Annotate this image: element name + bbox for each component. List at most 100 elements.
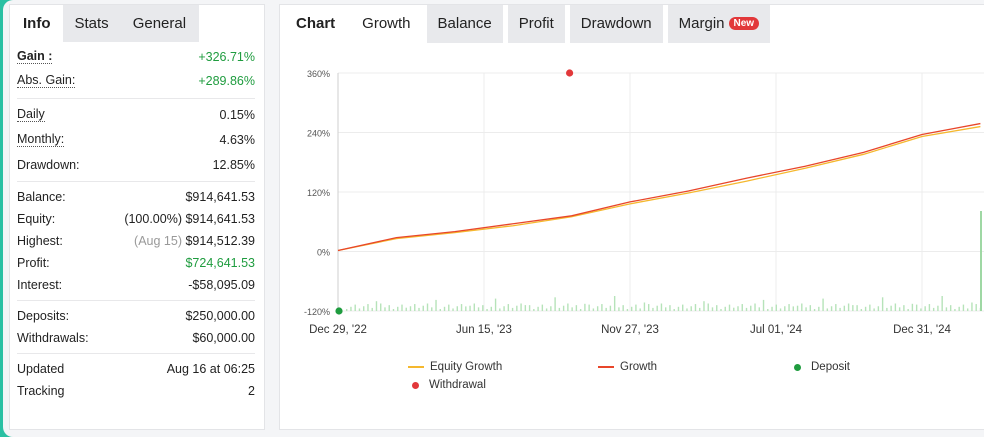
activity-bar xyxy=(456,306,458,311)
monthly-label[interactable]: Monthly: xyxy=(17,132,65,147)
activity-bar xyxy=(720,309,722,311)
abs-gain-value: +289.86% xyxy=(198,74,255,88)
tab-stats[interactable]: Stats xyxy=(62,5,121,42)
activity-bar xyxy=(562,305,565,311)
activity-bar xyxy=(877,306,880,311)
activity-bar xyxy=(503,306,505,311)
activity-bar xyxy=(941,296,943,311)
activity-bar xyxy=(835,304,837,311)
activity-bar xyxy=(792,306,794,311)
activity-bar xyxy=(669,305,671,311)
activity-bar xyxy=(682,304,684,311)
balance-value: $914,641.53 xyxy=(185,190,255,204)
interest-value: -$58,095.09 xyxy=(188,278,255,292)
tab-profit[interactable]: Profit xyxy=(507,5,565,43)
profit-label: Profit: xyxy=(17,256,50,270)
activity-bar xyxy=(477,307,480,311)
equity-row: Equity: (100.00%) $914,641.53 xyxy=(17,208,255,230)
tab-drawdown[interactable]: Drawdown xyxy=(569,5,663,43)
tab-general[interactable]: General xyxy=(120,5,200,42)
deposits-label: Deposits: xyxy=(17,309,70,323)
activity-bar xyxy=(711,307,714,311)
activity-bar xyxy=(962,304,965,311)
abs-gain-row: Abs. Gain: +289.86% xyxy=(17,68,255,94)
activity-bar xyxy=(958,306,960,311)
legend-growth[interactable]: Growth xyxy=(598,361,657,373)
monthly-row: Monthly: 4.63% xyxy=(17,127,255,153)
legend-deposit[interactable]: Deposit xyxy=(792,361,850,373)
x-tick-label: Nov 27, '23 xyxy=(601,324,659,336)
tab-info[interactable]: Info xyxy=(10,5,63,42)
abs-gain-label[interactable]: Abs. Gain: xyxy=(17,73,76,88)
tab-growth[interactable]: Growth xyxy=(362,15,411,32)
legend-withdrawal[interactable]: Withdrawal xyxy=(410,379,486,391)
activity-bar xyxy=(652,307,654,311)
activity-bar xyxy=(588,304,590,311)
activity-bar xyxy=(881,297,884,311)
activity-bar xyxy=(924,306,926,311)
activity-bar xyxy=(771,306,773,311)
updated-row: Updated Aug 16 at 06:25 xyxy=(17,358,255,380)
activity-bar xyxy=(486,309,488,311)
legend-withdrawal-label: Withdrawal xyxy=(429,379,486,391)
activity-bar xyxy=(822,298,824,311)
activity-bar xyxy=(439,309,441,311)
activity-bar xyxy=(613,296,616,311)
activity-bar xyxy=(422,305,424,311)
activity-bar xyxy=(354,304,356,311)
activity-bar xyxy=(826,308,829,311)
x-tick-label: Jun 15, '23 xyxy=(456,324,512,336)
divider xyxy=(17,98,255,99)
divider xyxy=(17,300,255,301)
daily-label[interactable]: Daily xyxy=(17,107,45,122)
activity-bar xyxy=(864,306,867,311)
deposit-marker xyxy=(335,307,343,315)
activity-bar xyxy=(409,306,412,311)
tab-margin[interactable]: Margin New xyxy=(667,5,771,43)
activity-bar xyxy=(647,304,650,311)
activity-bar xyxy=(728,304,731,311)
chart-heading: Chart xyxy=(296,15,336,32)
activity-bar xyxy=(809,305,812,311)
gain-label[interactable]: Gain : xyxy=(17,49,53,64)
x-tick-label: Dec 31, '24 xyxy=(893,324,951,336)
tracking-value: 2 xyxy=(248,384,255,398)
activity-bar xyxy=(524,305,527,311)
activity-bar xyxy=(545,308,548,311)
activity-bar xyxy=(618,307,620,311)
chart-panel: Chart Growth Balance Profit Drawdown Mar… xyxy=(279,4,984,430)
activity-bar xyxy=(724,306,726,311)
equity-growth-line xyxy=(337,125,981,252)
activity-bar xyxy=(813,309,816,311)
activity-bar xyxy=(745,307,748,311)
activity-bar xyxy=(571,307,573,311)
growth-chart[interactable]: 360% 240% 120% 0% -120% Dec 29, '22 Jun 15, '2… xyxy=(280,43,984,353)
activity-bar xyxy=(758,307,760,311)
activity-bar xyxy=(380,303,382,311)
new-badge: New xyxy=(728,17,760,30)
activity-bar xyxy=(694,304,697,311)
info-tabs: Info Stats General xyxy=(10,5,264,42)
activity-bar xyxy=(686,308,688,311)
activity-bar xyxy=(945,307,948,311)
activity-bar xyxy=(528,305,531,311)
chart-tabs: Chart Growth Balance Profit Drawdown Mar… xyxy=(280,5,984,43)
growth-line xyxy=(337,122,981,252)
activity-bar xyxy=(707,303,709,311)
equity-label: Equity: xyxy=(17,212,56,226)
activity-bar xyxy=(873,308,875,311)
activity-bar xyxy=(673,309,675,311)
activity-bar xyxy=(405,307,407,311)
activity-bar xyxy=(737,306,739,311)
activity-bar xyxy=(843,305,846,311)
legend-growth-label: Growth xyxy=(620,361,658,373)
legend-equity-growth[interactable]: Equity Growth xyxy=(408,361,502,373)
activity-bar xyxy=(448,304,450,311)
activity-bar xyxy=(954,309,956,311)
activity-bar xyxy=(890,305,892,311)
activity-bar xyxy=(716,305,718,311)
activity-bar xyxy=(665,307,667,311)
tab-balance[interactable]: Balance xyxy=(426,5,503,43)
updated-label: Updated xyxy=(17,362,65,376)
activity-bar xyxy=(443,306,446,311)
